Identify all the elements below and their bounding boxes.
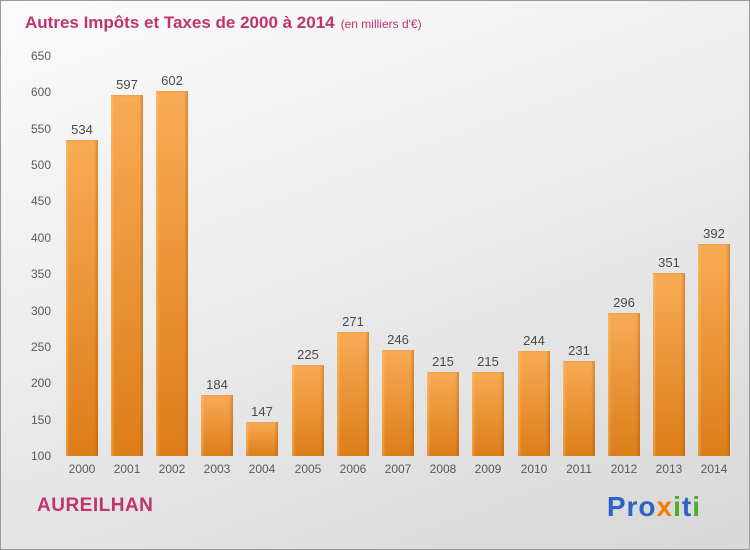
bar-value-label-2014: 392 — [703, 226, 725, 241]
x-axis-label-2002: 2002 — [158, 462, 186, 476]
bar-2012 — [608, 313, 640, 456]
bar-2013 — [653, 273, 685, 456]
chart-title: Autres Impôts et Taxes de 2000 à 2014 — [25, 13, 335, 32]
logo-letter-4: i — [673, 491, 682, 522]
x-axis-label-2001: 2001 — [113, 462, 141, 476]
bar-2009 — [472, 372, 504, 456]
y-axis-tick-label: 150 — [30, 412, 51, 427]
x-axis-label-2009: 2009 — [474, 462, 502, 476]
bar-value-label-2010: 244 — [523, 333, 545, 348]
bar-2008 — [427, 372, 459, 456]
bar-value-label-2008: 215 — [432, 354, 454, 369]
x-axis-label-2007: 2007 — [384, 462, 412, 476]
bar-2007 — [382, 350, 414, 456]
x-axis-label-2014: 2014 — [700, 462, 728, 476]
y-axis-tick-label: 550 — [30, 121, 51, 136]
bar-value-label-2004: 147 — [251, 404, 273, 419]
chart-area: 650 600 550 500 450 400 350 300 250 200 150 100 534 2… — [1, 49, 749, 476]
bar-value-label-2009: 215 — [477, 354, 499, 369]
bar-2002 — [156, 91, 188, 456]
logo-letter-2: o — [638, 491, 657, 522]
x-axis-label-2003: 2003 — [203, 462, 231, 476]
bar-2005 — [292, 365, 324, 456]
y-axis-tick-label: 500 — [30, 158, 51, 173]
x-axis-label-2012: 2012 — [610, 462, 638, 476]
bar-2011 — [563, 361, 595, 456]
y-axis-tick-label: 600 — [30, 85, 51, 100]
bar-2006 — [337, 332, 369, 456]
x-axis-label-2011: 2011 — [566, 462, 592, 476]
bar-2001 — [111, 95, 143, 456]
logo-letter-6: i — [692, 491, 701, 522]
bar-value-label-2005: 225 — [297, 347, 319, 362]
x-axis-label-2005: 2005 — [294, 462, 322, 476]
bar-value-label-2002: 602 — [161, 73, 183, 88]
y-axis-tick-label: 250 — [30, 339, 51, 354]
logo-letter-0: P — [606, 491, 627, 522]
y-axis-tick-label: 350 — [30, 267, 51, 282]
x-axis-label-2006: 2006 — [339, 462, 367, 476]
bar-2003 — [201, 395, 233, 456]
bar-value-label-2013: 351 — [658, 255, 680, 270]
y-axis-tick-label: 400 — [30, 230, 51, 245]
chart-subtitle: (en milliers d'€) — [340, 17, 422, 31]
bar-value-label-2001: 597 — [116, 77, 138, 92]
y-axis-tick-label: 450 — [30, 194, 51, 209]
x-axis-label-2004: 2004 — [248, 462, 276, 476]
bar-value-label-2011: 231 — [568, 343, 590, 358]
x-axis-label-2000: 2000 — [68, 462, 96, 476]
y-axis-tick-label: 100 — [30, 449, 51, 463]
bar-value-label-2012: 296 — [613, 295, 635, 310]
x-axis-label-2010: 2010 — [520, 462, 548, 476]
x-axis-label-2008: 2008 — [429, 462, 457, 476]
logo-letter-5: t — [681, 491, 693, 522]
logo-letter-1: r — [626, 491, 639, 522]
city-label: AUREILHAN — [37, 495, 154, 516]
bar-value-label-2003: 184 — [206, 377, 228, 392]
y-axis-tick-label: 650 — [30, 49, 51, 63]
bar-value-label-2006: 271 — [342, 314, 364, 329]
bar-2010 — [518, 351, 550, 456]
x-axis-label-2013: 2013 — [655, 462, 683, 476]
y-axis-tick-label: 200 — [30, 376, 51, 391]
bar-2014 — [698, 244, 730, 456]
y-axis-tick-label: 300 — [30, 303, 51, 318]
proxiti-logo: Proxiti — [607, 491, 701, 523]
bar-2000 — [66, 140, 98, 456]
bar-2004 — [246, 422, 278, 456]
logo-letter-3: x — [656, 491, 674, 522]
bar-value-label-2007: 246 — [387, 332, 409, 347]
bar-value-label-2000: 534 — [71, 122, 93, 137]
title-row: Autres Impôts et Taxes de 2000 à 2014 (en… — [25, 13, 422, 33]
